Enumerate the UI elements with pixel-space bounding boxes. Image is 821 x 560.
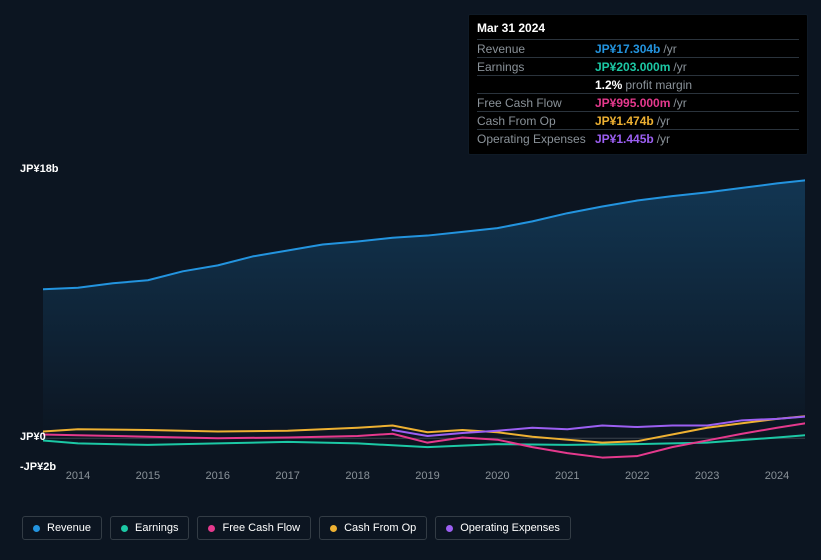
tooltip-value: JP¥1.445b <box>595 132 654 146</box>
legend-dot-icon <box>121 525 128 532</box>
tooltip-row: Cash From OpJP¥1.474b /yr <box>477 111 799 129</box>
tooltip-unit: /yr <box>673 96 686 110</box>
tooltip-row: RevenueJP¥17.304b /yr <box>477 39 799 57</box>
legend-item[interactable]: Free Cash Flow <box>197 516 311 540</box>
legend-item[interactable]: Cash From Op <box>319 516 427 540</box>
legend-item[interactable]: Revenue <box>22 516 102 540</box>
legend: Revenue Earnings Free Cash Flow Cash From O… <box>22 516 571 540</box>
tooltip-label: Cash From Op <box>477 114 595 128</box>
tooltip-value: JP¥203.000m <box>595 60 670 74</box>
legend-label: Operating Expenses <box>460 522 560 534</box>
tooltip-label: Earnings <box>477 60 595 74</box>
x-axis-tick-label: 2014 <box>66 470 90 482</box>
legend-dot-icon <box>33 525 40 532</box>
legend-dot-icon <box>330 525 337 532</box>
x-axis-tick-label: 2016 <box>206 470 230 482</box>
legend-label: Earnings <box>135 522 178 534</box>
tooltip-row: EarningsJP¥203.000m /yr <box>477 57 799 75</box>
legend-label: Revenue <box>47 522 91 534</box>
tooltip-extra-value: 1.2% <box>595 78 622 92</box>
x-axis-tick-label: 2015 <box>136 470 160 482</box>
x-axis-tick-label: 2023 <box>695 470 719 482</box>
tooltip-unit: /yr <box>663 42 676 56</box>
x-axis-tick-label: 2018 <box>345 470 369 482</box>
x-axis-tick-label: 2017 <box>275 470 299 482</box>
data-tooltip: Mar 31 2024 RevenueJP¥17.304b /yrEarning… <box>468 14 808 155</box>
tooltip-row-extra: 1.2% profit margin <box>477 75 799 93</box>
x-axis-tick-label: 2024 <box>765 470 789 482</box>
tooltip-extra-label: profit margin <box>625 78 692 92</box>
legend-item[interactable]: Operating Expenses <box>435 516 571 540</box>
x-axis-tick-label: 2021 <box>555 470 579 482</box>
legend-label: Cash From Op <box>344 522 416 534</box>
tooltip-value: JP¥995.000m <box>595 96 670 110</box>
tooltip-row: Operating ExpensesJP¥1.445b /yr <box>477 129 799 147</box>
plot-area[interactable] <box>43 170 805 468</box>
x-axis-tick-label: 2020 <box>485 470 509 482</box>
legend-dot-icon <box>446 525 453 532</box>
chart-svg <box>43 170 805 468</box>
legend-dot-icon <box>208 525 215 532</box>
tooltip-unit: /yr <box>657 114 670 128</box>
y-axis-tick-label: JP¥18b <box>20 163 59 175</box>
tooltip-label: Free Cash Flow <box>477 96 595 110</box>
tooltip-label: Operating Expenses <box>477 132 595 146</box>
y-axis-tick-label: JP¥0 <box>20 431 46 443</box>
tooltip-value: JP¥17.304b <box>595 42 660 56</box>
tooltip-label: Revenue <box>477 42 595 56</box>
x-axis-tick-label: 2022 <box>625 470 649 482</box>
tooltip-row: Free Cash FlowJP¥995.000m /yr <box>477 93 799 111</box>
legend-label: Free Cash Flow <box>222 522 300 534</box>
x-axis: 2014 2015 2016 2017 2018 2019 2020 2021 2022 2023… <box>43 470 805 486</box>
tooltip-unit: /yr <box>657 132 670 146</box>
x-axis-tick-label: 2019 <box>415 470 439 482</box>
tooltip-value: JP¥1.474b <box>595 114 654 128</box>
legend-item[interactable]: Earnings <box>110 516 189 540</box>
tooltip-date: Mar 31 2024 <box>477 21 799 35</box>
tooltip-unit: /yr <box>673 60 686 74</box>
